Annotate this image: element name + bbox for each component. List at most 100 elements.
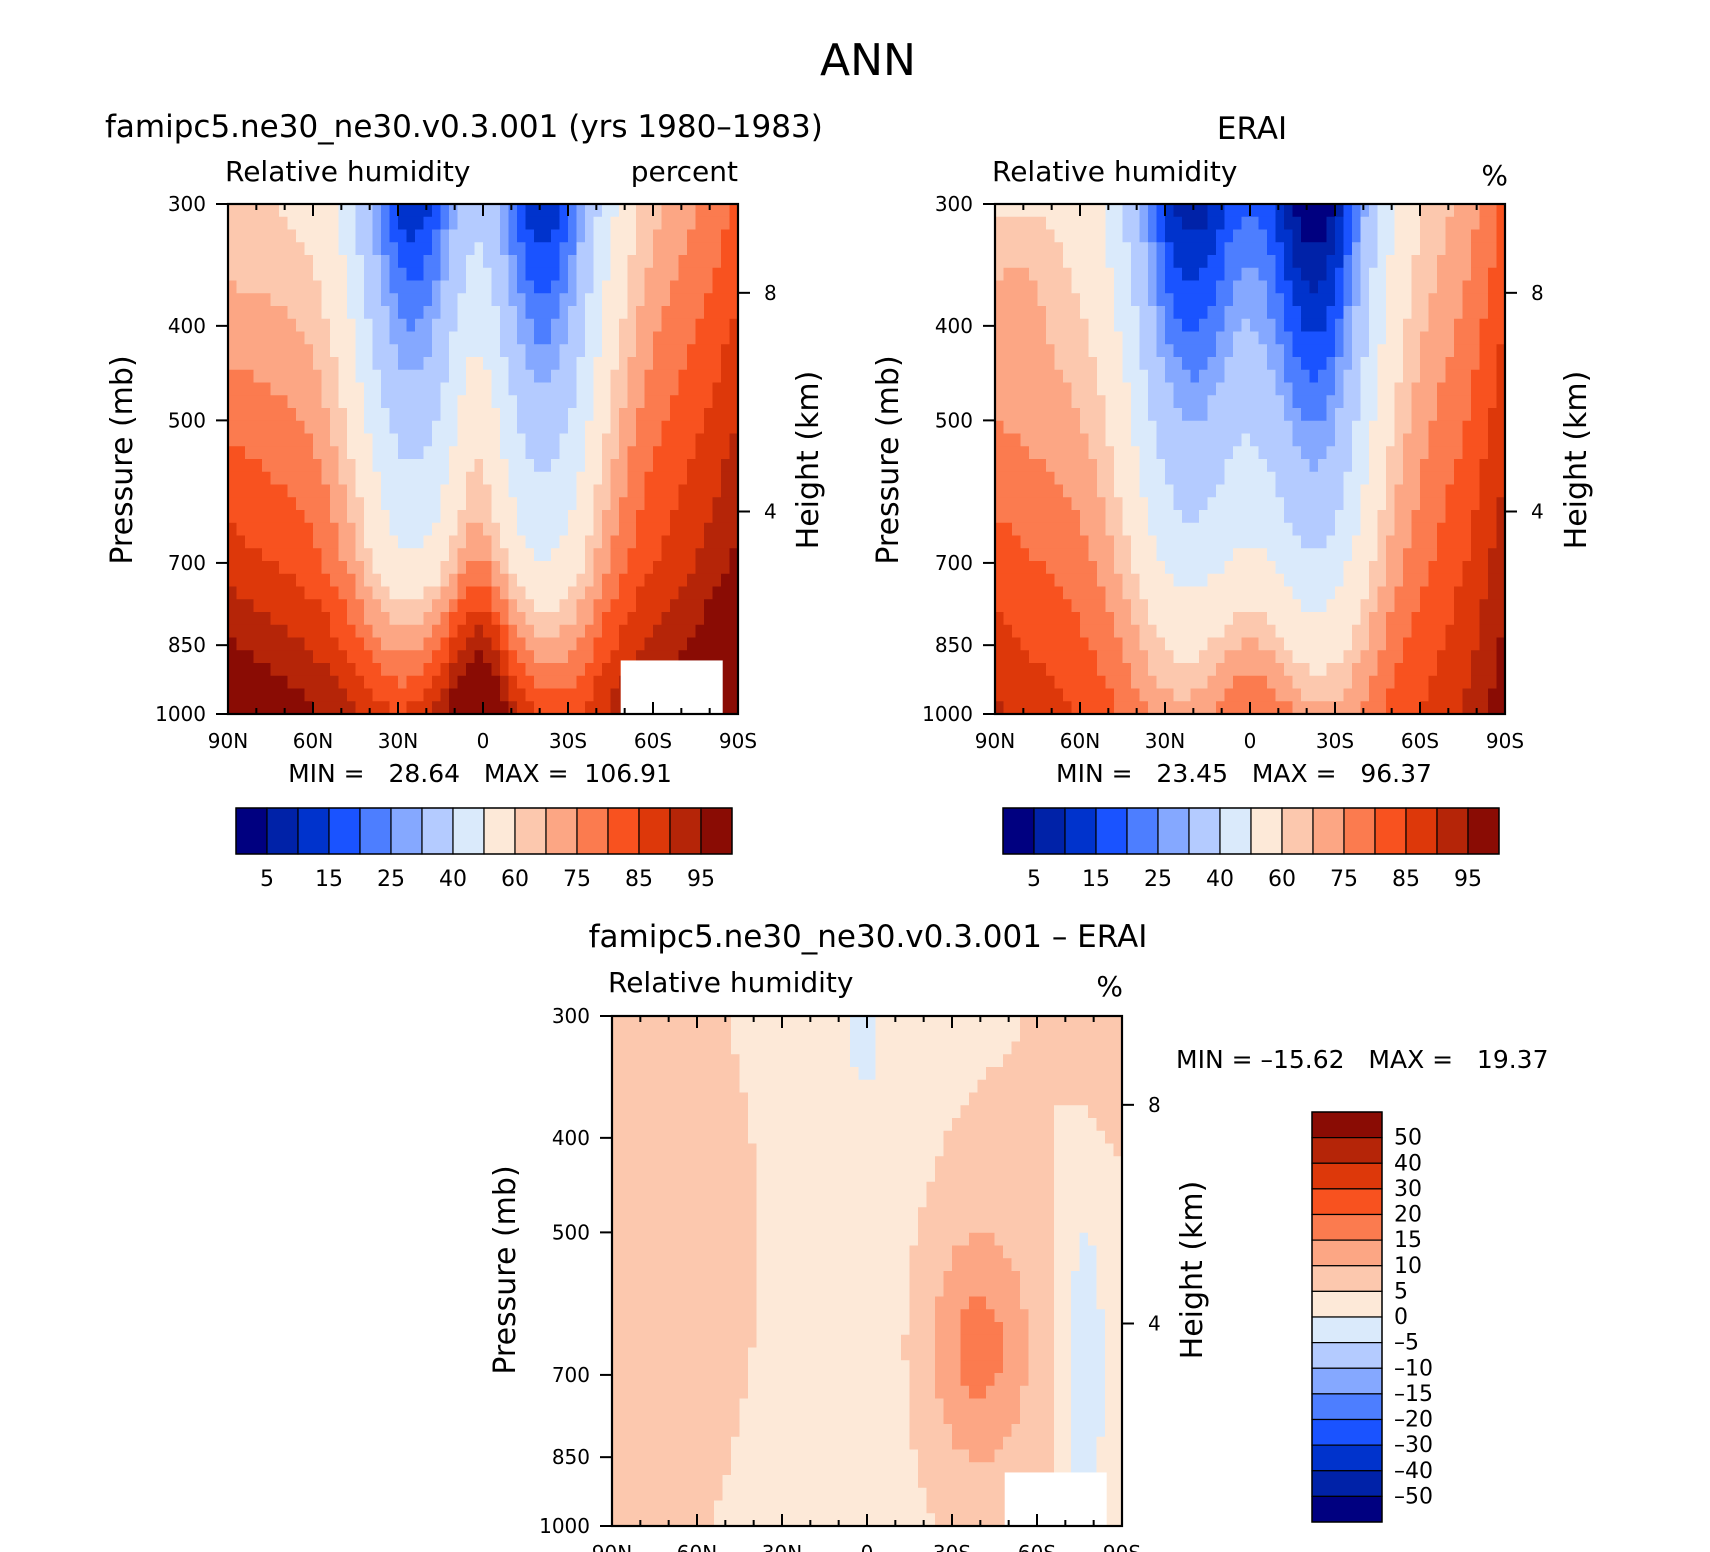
contour-cell (423, 675, 433, 690)
contour-cell (1352, 484, 1362, 498)
contour-cell (1437, 561, 1447, 575)
contour-cell (1496, 561, 1506, 575)
contour-cell (287, 369, 297, 384)
contour-cell (517, 612, 527, 626)
contour-cell (449, 255, 459, 269)
contour-cell (534, 280, 544, 294)
contour-cell (1224, 433, 1234, 447)
contour-cell (1369, 497, 1379, 511)
contour-cell (1105, 459, 1115, 473)
contour-cell (1326, 382, 1336, 396)
contour-cell (551, 280, 561, 294)
contour-cell (1360, 471, 1370, 486)
contour-cell (542, 369, 552, 384)
contour-cell (1020, 459, 1030, 473)
contour-cell (1462, 586, 1472, 600)
contour-cell (695, 382, 705, 396)
contour-cell (1335, 561, 1345, 575)
contour-cell (372, 637, 382, 651)
contour-cell (1088, 650, 1098, 664)
contour-cell (1046, 510, 1056, 524)
contour-cell (1335, 408, 1345, 422)
contour-cell (415, 663, 425, 677)
contour-cell (1148, 688, 1158, 702)
contour-cell (542, 561, 552, 575)
contour-cell (508, 484, 518, 498)
contour-cell (483, 395, 493, 409)
contour-cell (253, 484, 263, 498)
contour-cell (678, 331, 688, 345)
contour-cell (1471, 433, 1481, 447)
contour-cell (712, 280, 722, 294)
contour-cell (1403, 395, 1413, 409)
contour-cell (1012, 548, 1022, 562)
contour-cell (704, 548, 714, 562)
contour-cell (364, 510, 374, 524)
contour-cell (593, 433, 603, 447)
contour-cell (1097, 612, 1107, 626)
contour-cell (585, 688, 595, 702)
contour-cell (449, 382, 459, 396)
contour-cell (678, 267, 688, 282)
contour-cell (517, 599, 527, 613)
contour-cell (449, 306, 459, 320)
contour-cell (1046, 318, 1056, 333)
contour-cell (1224, 701, 1234, 715)
contour-cell (525, 573, 535, 588)
contour-cell (576, 204, 586, 218)
contour-cell (270, 612, 280, 626)
contour-cell (1462, 204, 1472, 218)
contour-cell (551, 216, 561, 231)
contour-cell (602, 331, 612, 345)
contour-cell (236, 318, 246, 333)
contour-cell (517, 637, 527, 651)
contour-cell (1403, 280, 1413, 294)
contour-cell (1343, 357, 1353, 371)
contour-cell (500, 255, 510, 269)
contour-cell (449, 624, 459, 639)
contour-cell (508, 663, 518, 677)
contour-cell (1275, 522, 1285, 537)
contour-cell (1063, 357, 1073, 371)
contour-cell (1394, 510, 1404, 524)
contour-cell (1267, 255, 1277, 269)
contour-cell (1131, 357, 1141, 371)
contour-cell (1063, 331, 1073, 345)
contour-cell (1462, 637, 1472, 651)
contour-cell (398, 701, 408, 715)
contour-cell (1224, 408, 1234, 422)
contour-cell (721, 318, 731, 333)
contour-cell (661, 586, 671, 600)
contour-cell (1216, 701, 1226, 715)
contour-cell (1462, 408, 1472, 422)
contour-cell (619, 484, 629, 498)
contour-cell (449, 497, 459, 511)
contour-cell (559, 216, 569, 231)
contour-cell (1369, 204, 1379, 218)
contour-cell (1360, 255, 1370, 269)
contour-cell (1488, 267, 1498, 282)
contour-cell (449, 318, 459, 333)
contour-cell (245, 624, 255, 639)
contour-cell (1139, 433, 1149, 447)
contour-cell (330, 522, 340, 537)
contour-cell (1309, 267, 1319, 282)
contour-cell (1012, 637, 1022, 651)
contour-cell (542, 573, 552, 588)
contour-cell (1097, 573, 1107, 588)
contour-cell (1403, 357, 1413, 371)
contour-cell (1148, 522, 1158, 537)
contour-cell (270, 599, 280, 613)
contour-cell (423, 229, 433, 243)
contour-cell (644, 612, 654, 626)
contour-cell (1003, 663, 1013, 677)
contour-cell (687, 522, 697, 537)
contour-cell (1462, 497, 1472, 511)
contour-cell (1488, 701, 1498, 715)
contour-cell (1488, 561, 1498, 575)
contour-cell (1496, 650, 1506, 664)
contour-cell (1139, 446, 1149, 460)
contour-cell (1301, 216, 1311, 231)
contour-cell (1216, 395, 1226, 409)
panel-obs-ylabel: Pressure (mb) (871, 355, 906, 564)
